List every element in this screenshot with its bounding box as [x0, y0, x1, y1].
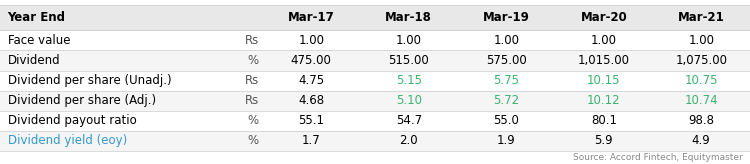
Text: %: %	[248, 134, 259, 147]
Text: 1,075.00: 1,075.00	[675, 54, 728, 67]
Text: 1.00: 1.00	[591, 34, 616, 47]
Text: 1.00: 1.00	[396, 34, 422, 47]
Text: 2.0: 2.0	[400, 134, 418, 147]
Text: 475.00: 475.00	[291, 54, 332, 67]
Text: 4.75: 4.75	[298, 74, 324, 87]
Text: 5.75: 5.75	[494, 74, 519, 87]
Text: Year End: Year End	[8, 11, 65, 24]
Text: 10.12: 10.12	[587, 94, 620, 107]
FancyBboxPatch shape	[0, 5, 750, 30]
Text: Mar-21: Mar-21	[678, 11, 724, 24]
Text: 5.10: 5.10	[396, 94, 422, 107]
Text: Dividend per share (Adj.): Dividend per share (Adj.)	[8, 94, 156, 107]
Text: Source: Accord Fintech, Equitymaster: Source: Accord Fintech, Equitymaster	[573, 153, 742, 162]
Text: %: %	[248, 54, 259, 67]
Text: Dividend per share (Unadj.): Dividend per share (Unadj.)	[8, 74, 171, 87]
Text: 10.15: 10.15	[587, 74, 620, 87]
Text: 98.8: 98.8	[688, 114, 714, 127]
Text: Dividend yield (eoy): Dividend yield (eoy)	[8, 134, 127, 147]
Text: Mar-17: Mar-17	[288, 11, 334, 24]
Text: Face value: Face value	[8, 34, 70, 47]
Text: 4.9: 4.9	[692, 134, 711, 147]
Text: 10.74: 10.74	[685, 94, 718, 107]
Text: 515.00: 515.00	[388, 54, 429, 67]
FancyBboxPatch shape	[0, 71, 750, 91]
Text: 5.15: 5.15	[396, 74, 422, 87]
FancyBboxPatch shape	[0, 51, 750, 71]
FancyBboxPatch shape	[0, 30, 750, 51]
Text: 1.7: 1.7	[302, 134, 321, 147]
Text: Dividend payout ratio: Dividend payout ratio	[8, 114, 136, 127]
FancyBboxPatch shape	[0, 131, 750, 151]
Text: 575.00: 575.00	[486, 54, 526, 67]
Text: 10.75: 10.75	[685, 74, 718, 87]
Text: %: %	[248, 114, 259, 127]
Text: 1.00: 1.00	[494, 34, 519, 47]
Text: 1.9: 1.9	[497, 134, 516, 147]
Text: Mar-20: Mar-20	[580, 11, 627, 24]
Text: Rs: Rs	[244, 34, 259, 47]
Text: Mar-18: Mar-18	[386, 11, 432, 24]
Text: 1,015.00: 1,015.00	[578, 54, 630, 67]
Text: 5.72: 5.72	[494, 94, 519, 107]
Text: Rs: Rs	[244, 74, 259, 87]
Text: 55.0: 55.0	[494, 114, 519, 127]
Text: 5.9: 5.9	[595, 134, 613, 147]
Text: Dividend: Dividend	[8, 54, 60, 67]
Text: 1.00: 1.00	[688, 34, 714, 47]
Text: Rs: Rs	[244, 94, 259, 107]
FancyBboxPatch shape	[0, 91, 750, 111]
FancyBboxPatch shape	[0, 111, 750, 131]
Text: Mar-19: Mar-19	[483, 11, 530, 24]
Text: 80.1: 80.1	[591, 114, 616, 127]
Text: 55.1: 55.1	[298, 114, 324, 127]
Text: 1.00: 1.00	[298, 34, 324, 47]
Text: 4.68: 4.68	[298, 94, 324, 107]
Text: 54.7: 54.7	[396, 114, 422, 127]
